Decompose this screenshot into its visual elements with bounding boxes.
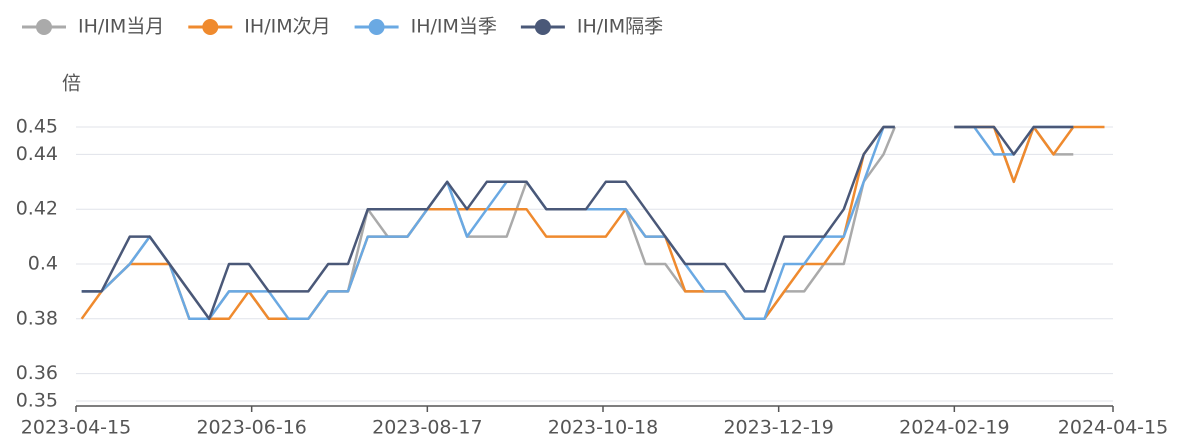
legend-item: IH/IM当季: [354, 16, 497, 38]
legend-label: IH/IM当季: [411, 16, 497, 38]
legend-label: IH/IM当月: [78, 16, 164, 38]
y-tick-label: 0.38: [16, 307, 58, 329]
series-line: [81, 125, 1074, 321]
y-tick-label: 0.36: [16, 362, 58, 384]
x-tick-label: 2024-02-19: [899, 417, 1009, 439]
x-tick-label: 2024-04-15: [1058, 417, 1168, 439]
legend-item: IH/IM当月: [22, 16, 164, 38]
x-tick-label: 2023-04-15: [21, 417, 131, 439]
legend-item: IH/IM隔季: [520, 16, 663, 38]
series-line: [81, 125, 1074, 321]
legend-marker: [36, 19, 52, 35]
x-tick-label: 2023-08-17: [372, 417, 482, 439]
legend-label: IH/IM次月: [244, 16, 330, 38]
y-tick-label: 0.45: [16, 116, 58, 138]
legend-label: IH/IM隔季: [577, 16, 663, 38]
legend-marker: [202, 19, 219, 35]
y-tick-label: 0.4: [28, 253, 58, 275]
y-axis-label: 倍: [62, 73, 81, 95]
x-tick-label: 2023-10-18: [548, 417, 658, 439]
series-line: [81, 125, 1074, 321]
legend-item: IH/IM次月: [188, 16, 331, 38]
legend-marker: [534, 19, 551, 35]
legend-marker: [368, 19, 385, 35]
y-tick-label: 0.44: [16, 143, 58, 165]
series-line: [80, 125, 1105, 321]
y-tick-label: 0.35: [16, 390, 58, 412]
y-tick-label: 0.42: [16, 198, 58, 220]
x-tick-label: 2023-06-16: [196, 417, 306, 439]
x-tick-label: 2023-12-19: [723, 417, 833, 439]
